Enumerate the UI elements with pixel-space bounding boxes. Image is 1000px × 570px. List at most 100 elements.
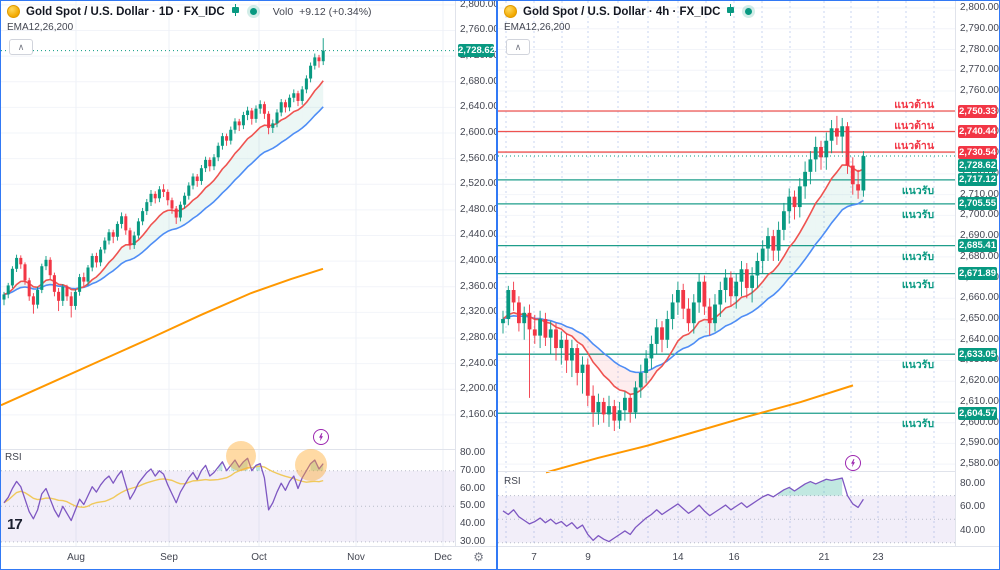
price-axis-tick: 2,680.00 [460, 75, 497, 87]
support-level-label: แนวรับ [901, 184, 934, 197]
support-price-badge: 2,604.57 [958, 406, 997, 420]
4h-time-axis[interactable]: 7 9 14 16 21 23 [498, 546, 999, 569]
support-level-label: แนวรับ [901, 250, 934, 263]
chart-panel-daily: Gold Spot / U.S. Dollar · 1D · FX_IDC Vo… [0, 0, 497, 570]
4h-price-axis[interactable]: 2,800.00 2,790.00 2,780.00 2,770.00 2,760.00… [955, 1, 999, 546]
4h-symbol-title-text: Gold Spot / U.S. Dollar · 4h · FX_IDC [523, 5, 721, 18]
support-price-badge: 2,671.89 [958, 267, 997, 281]
volume-label: Vol0 [272, 5, 294, 18]
price-axis-tick: 2,710.00 [960, 188, 999, 200]
4h-legend-row[interactable]: Gold Spot / U.S. Dollar · 4h · FX_IDC [504, 4, 756, 19]
rsi-axis-tick: 70.00 [460, 464, 486, 476]
time-axis-label: Sep [160, 552, 178, 563]
rsi-axis-tick: 80.00 [460, 446, 486, 458]
lightning-signal-icon[interactable] [845, 455, 861, 471]
resistance-level-label: แนวต้าน [894, 140, 934, 153]
highlight-circle-annotation [295, 449, 327, 481]
rsi-axis-tick: 50.00 [460, 500, 486, 512]
resistance-price-badge: 2,740.44 [958, 125, 997, 139]
price-axis-tick: 2,320.00 [460, 306, 497, 318]
support-level-label: แนวรับ [901, 359, 934, 372]
daily-ema-indicator-label[interactable]: EMA12,26,200 [7, 22, 74, 33]
price-axis-tick: 2,790.00 [960, 22, 999, 34]
time-axis-label: 21 [818, 552, 830, 563]
price-axis-tick: 2,620.00 [960, 375, 999, 387]
support-level-label: แนวรับ [901, 418, 934, 431]
price-axis-tick: 2,400.00 [460, 255, 497, 267]
price-axis-tick: 2,690.00 [960, 230, 999, 242]
price-axis-tick: 2,520.00 [460, 178, 497, 190]
candle-style-icon [726, 4, 735, 19]
tradingview-logo[interactable]: 17 [7, 516, 23, 533]
resistance-price-badge: 2,730.54 [958, 145, 997, 159]
support-level-label: แนวรับ [901, 208, 934, 221]
price-axis-tick: 2,680.00 [960, 250, 999, 262]
daily-price-axis[interactable]: 2,800.002,760.002,720.002,680.002,640.00… [455, 1, 497, 547]
time-axis-label: 23 [872, 552, 884, 563]
gold-coin-icon [7, 5, 20, 18]
support-price-badge: 2,705.55 [958, 197, 997, 211]
market-status-dot [249, 8, 257, 15]
resistance-level-label: แนวต้าน [894, 99, 934, 112]
price-axis-tick: 2,160.00 [460, 408, 497, 420]
price-axis-tick: 2,700.00 [960, 209, 999, 221]
price-axis-tick: 2,240.00 [460, 357, 497, 369]
candle-style-icon [231, 4, 240, 19]
price-axis-tick: 2,580.00 [960, 458, 999, 470]
support-price-badge: 2,685.41 [958, 239, 997, 253]
gold-coin-icon [504, 5, 517, 18]
4h-pane-separator[interactable] [498, 471, 999, 472]
time-axis-label: 14 [672, 552, 684, 563]
highlight-circle-annotation [226, 441, 256, 471]
time-axis-label: 9 [585, 552, 591, 563]
time-axis-label: Nov [347, 552, 365, 563]
price-axis-tick: 2,800.00 [960, 2, 999, 14]
support-price-badge: 2,717.12 [958, 173, 997, 187]
daily-pane-separator[interactable] [1, 449, 496, 450]
price-axis-tick: 2,770.00 [960, 64, 999, 76]
4h-legend-collapse-button[interactable]: ∧ [506, 39, 530, 55]
rsi-axis-tick: 60.00 [460, 482, 486, 494]
time-axis-label: Oct [251, 552, 267, 563]
price-axis-tick: 2,660.00 [960, 292, 999, 304]
daily-price-chart[interactable] [1, 1, 456, 546]
time-axis-label: Dec [434, 552, 452, 563]
price-axis-tick: 2,610.00 [960, 395, 999, 407]
price-axis-tick: 2,480.00 [460, 203, 497, 215]
rsi-axis-tick: 60.00 [960, 501, 986, 513]
daily-legend-collapse-button[interactable]: ∧ [9, 39, 33, 55]
4h-price-chart[interactable] [498, 1, 956, 546]
resistance-level-label: แนวต้าน [894, 119, 934, 132]
daily-symbol-title-text: Gold Spot / U.S. Dollar · 1D · FX_IDC [26, 5, 225, 18]
price-axis-tick: 2,640.00 [960, 333, 999, 345]
support-level-label: แนวรับ [901, 278, 934, 291]
current-price-badge: 2,728.62 [958, 159, 997, 173]
price-axis-tick: 2,640.00 [460, 101, 497, 113]
price-axis-tick: 2,560.00 [460, 152, 497, 164]
price-axis-tick: 2,280.00 [460, 331, 497, 343]
rsi-axis-tick: 80.00 [960, 477, 986, 489]
price-change-label: +9.12 (+0.34%) [299, 5, 372, 18]
resistance-price-badge: 2,750.33 [958, 104, 997, 118]
support-price-badge: 2,633.05 [958, 347, 997, 361]
rsi-axis-tick: 40.00 [960, 524, 986, 536]
lightning-signal-icon[interactable] [313, 429, 329, 445]
daily-legend-row[interactable]: Gold Spot / U.S. Dollar · 1D · FX_IDC Vo… [7, 4, 372, 19]
market-status-dot [745, 8, 753, 15]
daily-rsi-label[interactable]: RSI [5, 452, 22, 463]
chart-panel-4h: Gold Spot / U.S. Dollar · 4h · FX_IDC EM… [497, 0, 1000, 570]
time-axis-label: 16 [728, 552, 740, 563]
price-axis-tick: 2,650.00 [960, 313, 999, 325]
rsi-axis-tick: 30.00 [460, 535, 486, 547]
4h-rsi-label[interactable]: RSI [504, 476, 521, 487]
4h-ema-indicator-label[interactable]: EMA12,26,200 [504, 22, 571, 33]
price-axis-tick: 2,440.00 [460, 229, 497, 241]
price-axis-tick: 2,600.00 [460, 126, 497, 138]
current-price-badge: 2,728.62 [458, 44, 495, 58]
price-axis-tick: 2,590.00 [960, 437, 999, 449]
time-axis-settings-gear-icon[interactable]: ⚙ [473, 550, 484, 564]
rsi-axis-tick: 40.00 [460, 518, 486, 530]
time-axis-label: Aug [67, 552, 85, 563]
daily-time-axis[interactable]: ⚙ Aug Sep Oct Nov Dec [1, 546, 496, 569]
price-axis-tick: 2,600.00 [960, 416, 999, 428]
